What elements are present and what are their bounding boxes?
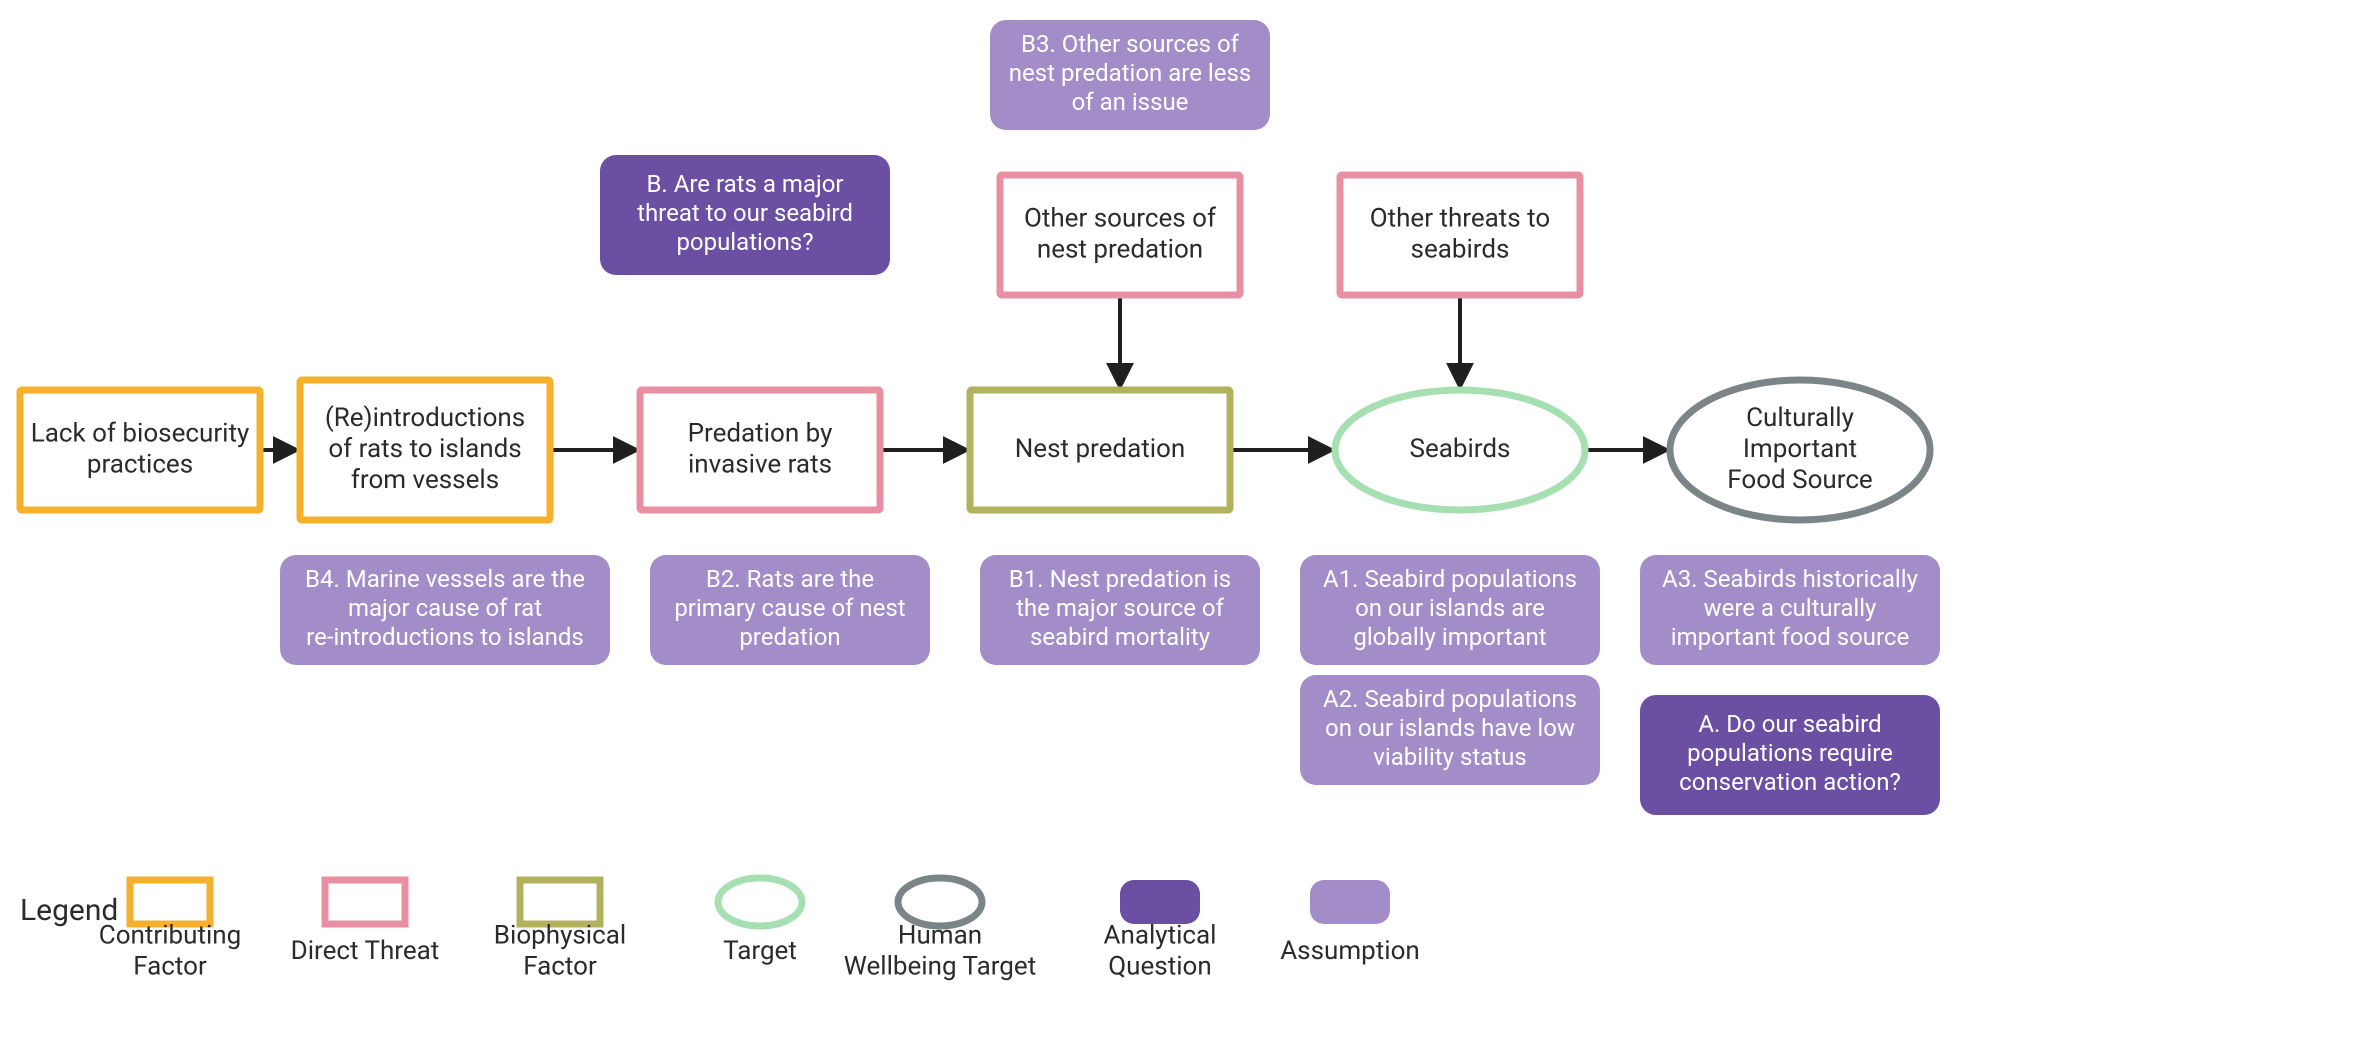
svg-text:Seabirds: Seabirds (1410, 434, 1511, 464)
svg-text:A. Do our seabirdpopulations r: A. Do our seabirdpopulations requirecons… (1679, 711, 1901, 797)
legend-contributing_factor: ContributingFactor (99, 880, 241, 981)
a-a1: A1. Seabird populationson our islands ar… (1300, 555, 1600, 665)
n-predation: Predation byinvasive rats (640, 390, 880, 510)
legend-human_wellbeing: HumanWellbeing Target (844, 878, 1036, 981)
svg-text:B1. Nest predation isthe major: B1. Nest predation isthe major source of… (1009, 566, 1231, 652)
svg-text:AnalyticalQuestion: AnalyticalQuestion (1104, 920, 1217, 981)
a-b2: B2. Rats are theprimary cause of nestpre… (650, 555, 930, 665)
a-b3: B3. Other sources ofnest predation are l… (990, 20, 1270, 130)
svg-text:HumanWellbeing Target: HumanWellbeing Target (844, 920, 1036, 981)
svg-text:Predation byinvasive rats: Predation byinvasive rats (688, 418, 833, 479)
svg-text:Other sources ofnest predation: Other sources ofnest predation (1024, 203, 1217, 264)
legend: LegendContributingFactorDirect ThreatBio… (20, 878, 1420, 981)
a-b1: B1. Nest predation isthe major source of… (980, 555, 1260, 665)
n-food: CulturallyImportantFood Source (1670, 380, 1930, 520)
svg-text:(Re)introductionsof rats to is: (Re)introductionsof rats to islandsfrom … (325, 403, 525, 495)
svg-text:CulturallyImportantFood Source: CulturallyImportantFood Source (1727, 403, 1872, 495)
n-lack: Lack of biosecuritypractices (20, 390, 260, 510)
n-nest: Nest predation (970, 390, 1230, 510)
q-a: A. Do our seabirdpopulations requirecons… (1640, 695, 1940, 815)
n-seabirds: Seabirds (1335, 390, 1585, 510)
legend-biophysical_factor: BiophysicalFactor (494, 880, 626, 981)
svg-text:ContributingFactor: ContributingFactor (99, 920, 241, 981)
a-b4: B4. Marine vessels are themajor cause of… (280, 555, 610, 665)
a-a2: A2. Seabird populationson our islands ha… (1300, 675, 1600, 785)
n-reintro: (Re)introductionsof rats to islandsfrom … (300, 380, 550, 520)
svg-text:Target: Target (723, 936, 797, 966)
legend-assumption: Assumption (1280, 880, 1420, 966)
svg-text:A1. Seabird populationson our: A1. Seabird populationson our islands ar… (1323, 566, 1577, 652)
svg-text:BiophysicalFactor: BiophysicalFactor (494, 920, 626, 981)
legend-direct_threat: Direct Threat (291, 880, 440, 966)
q-b: B. Are rats a majorthreat to our seabird… (600, 155, 890, 275)
n-othernest: Other sources ofnest predation (1000, 175, 1240, 295)
svg-text:Direct Threat: Direct Threat (291, 936, 440, 966)
n-otherthreat: Other threats toseabirds (1340, 175, 1580, 295)
legend-target: Target (718, 878, 802, 966)
a-a3: A3. Seabirds historicallywere a cultural… (1640, 555, 1940, 665)
svg-text:Nest predation: Nest predation (1015, 434, 1186, 464)
flow-diagram: Lack of biosecuritypractices (Re)introduc… (0, 0, 2362, 1052)
svg-text:Assumption: Assumption (1280, 936, 1420, 966)
legend-analytical_question: AnalyticalQuestion (1104, 880, 1217, 981)
